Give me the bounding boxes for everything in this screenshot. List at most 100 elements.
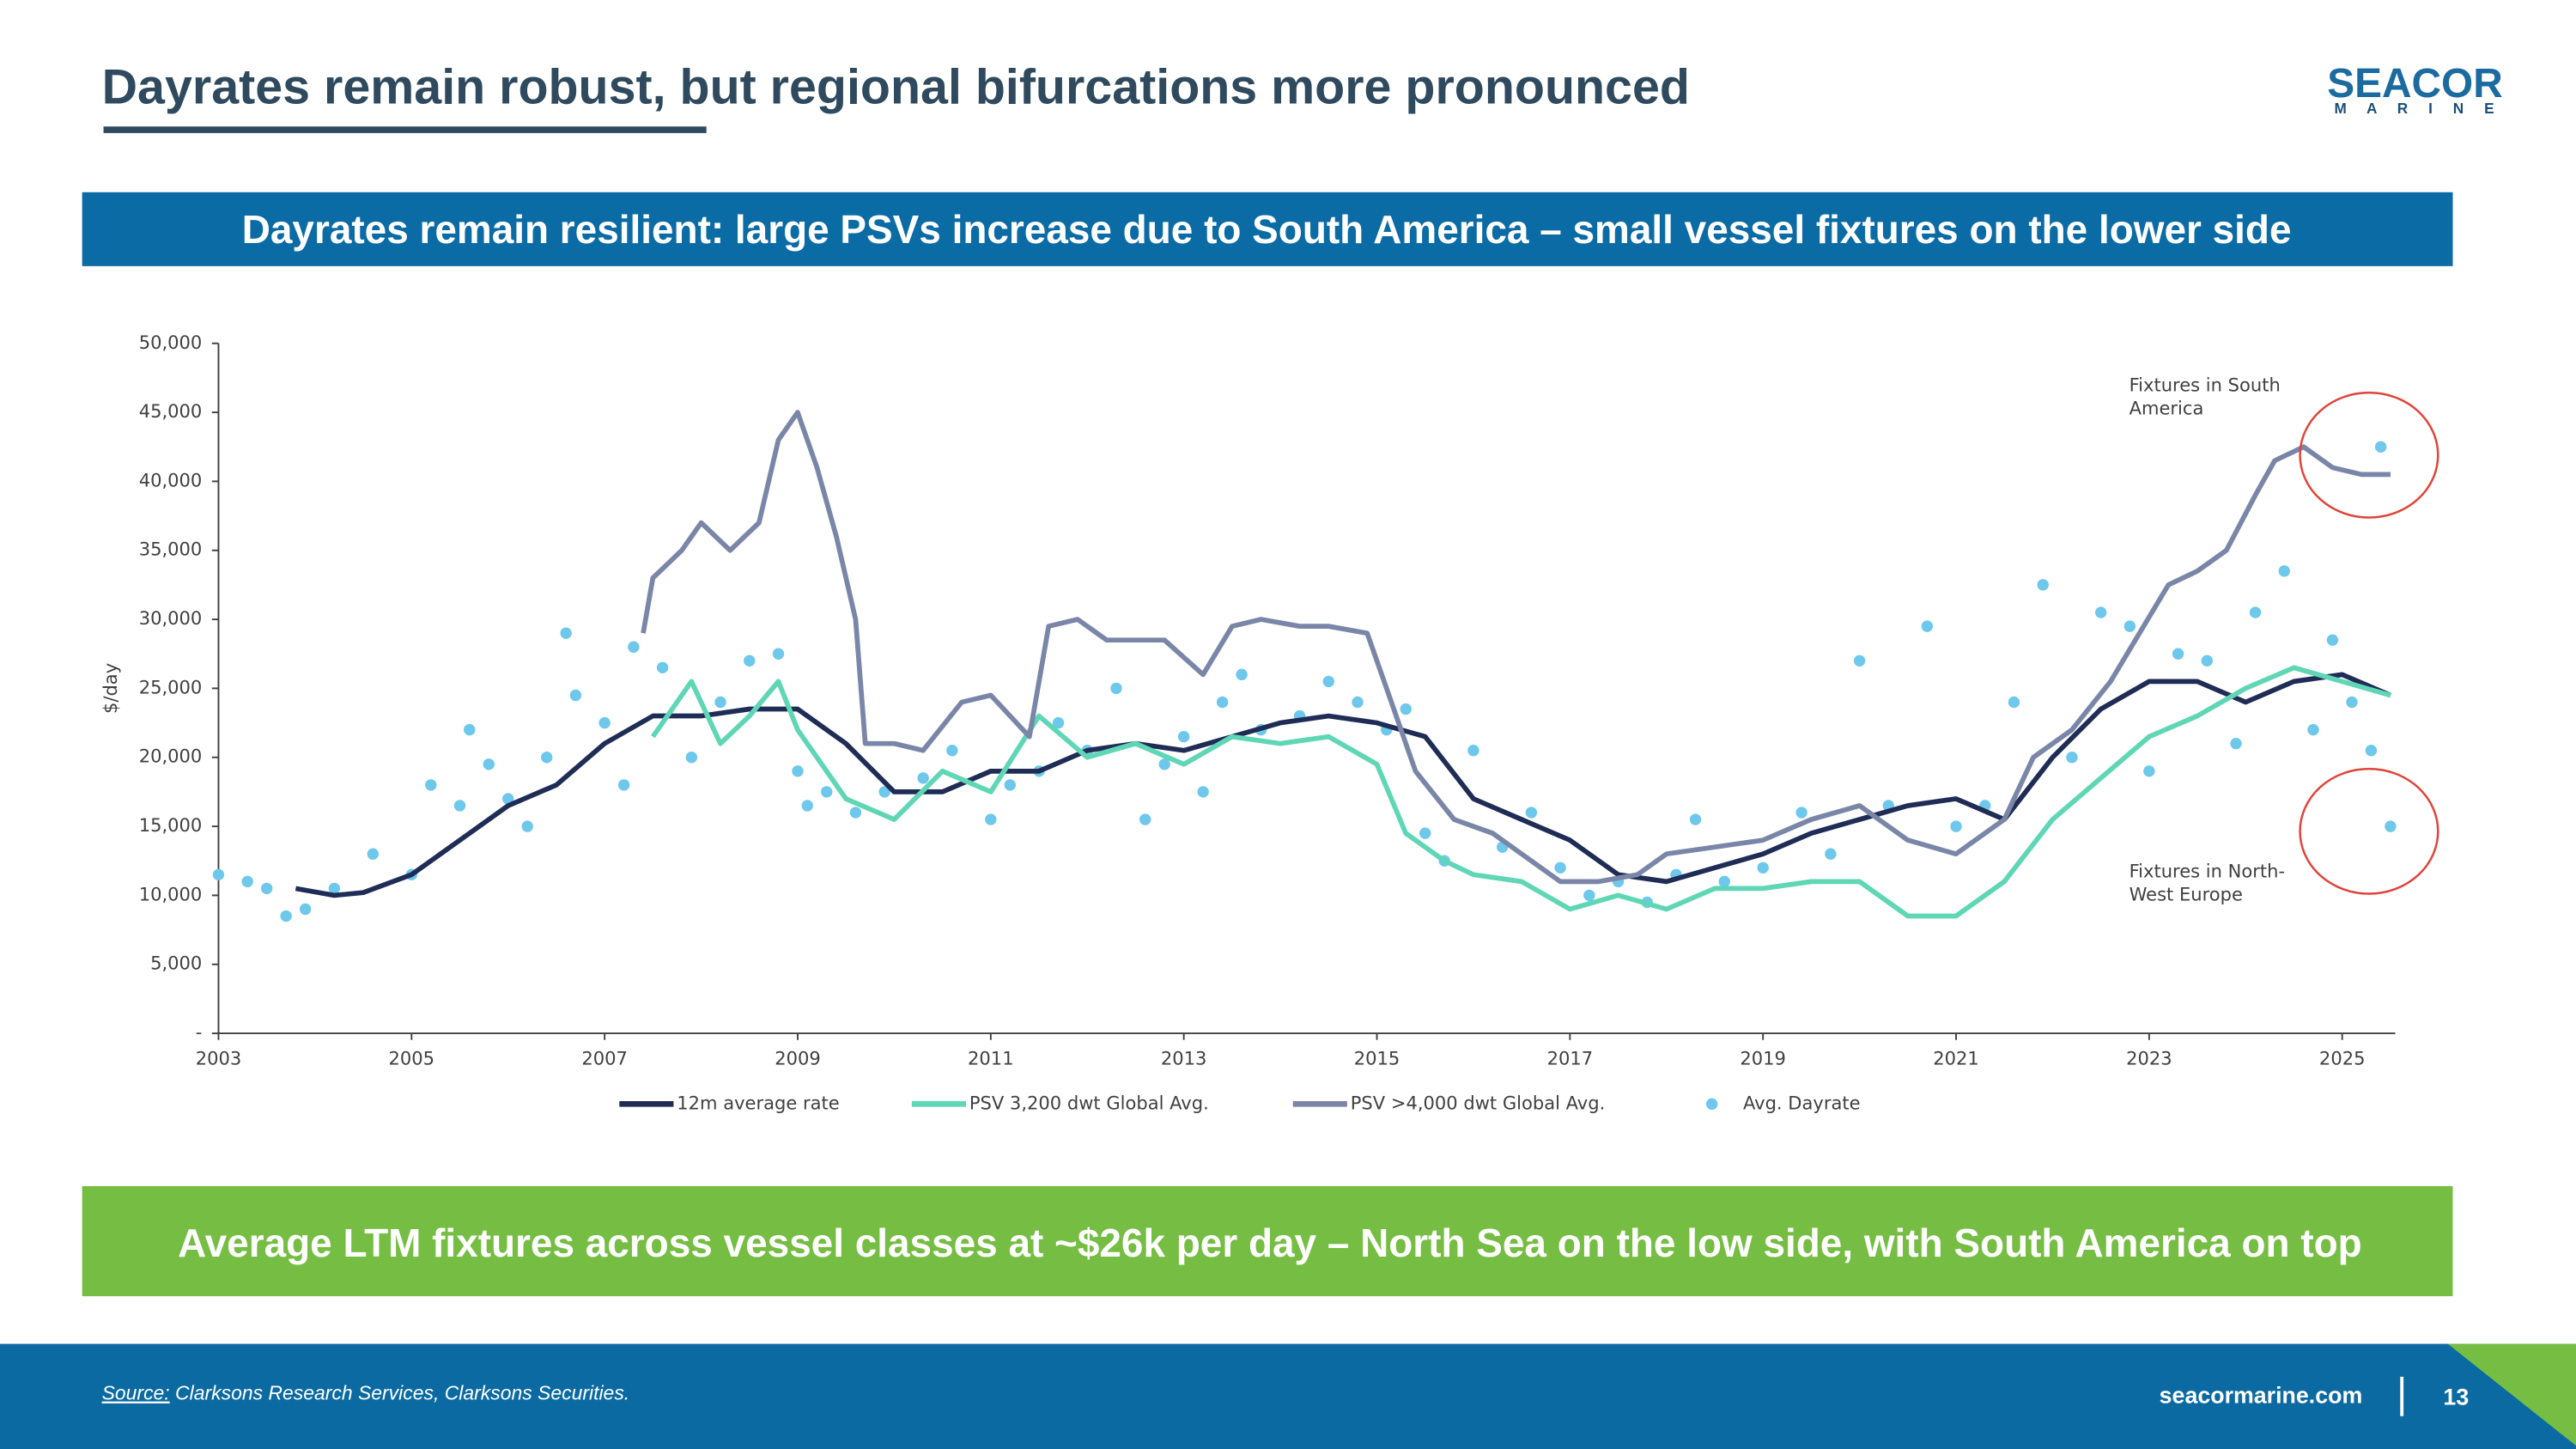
scatter-point: [1718, 875, 1730, 888]
scatter-point: [685, 752, 698, 764]
scatter-point: [985, 813, 997, 825]
scatter-point: [1950, 820, 1962, 832]
highlight-circle: [2299, 767, 2439, 895]
scatter-point: [2143, 765, 2155, 777]
annotation: Fixtures in South: [2129, 374, 2281, 395]
bottom-banner: [82, 1185, 2453, 1297]
y-tick-label: 25,000: [139, 676, 203, 697]
legend-label: 12m average rate: [677, 1092, 839, 1113]
scatter-point: [212, 868, 225, 881]
logo: SEACOR: [2327, 61, 2503, 107]
scatter-point: [560, 627, 572, 639]
scatter-point: [792, 765, 804, 777]
legend-label: PSV 3,200 dwt Global Avg.: [969, 1092, 1209, 1113]
top-banner-text: Dayrates remain resilient: large PSVs in…: [242, 207, 2292, 252]
scatter-point: [849, 807, 862, 819]
y-tick-label: 45,000: [139, 400, 203, 422]
scatter-point: [2346, 696, 2358, 709]
title-underline: [103, 126, 707, 133]
scatter-point: [280, 910, 292, 922]
logo-sub: M A R I N E: [2334, 100, 2502, 117]
scatter-point: [2385, 820, 2397, 832]
scatter-point: [425, 779, 437, 791]
top-banner: [82, 192, 2453, 266]
scatter-point: [2094, 606, 2107, 618]
annotation: West Europe: [2129, 883, 2243, 904]
scatter-point: [1853, 654, 1866, 667]
x-tick-label: 2005: [389, 1048, 435, 1069]
scatter-point: [1052, 716, 1065, 729]
scatter-point: [2201, 654, 2214, 667]
scatter-point: [2066, 752, 2078, 764]
scatter-point: [1757, 861, 1769, 874]
annotation: America: [2129, 397, 2204, 418]
scatter-point: [1525, 807, 1538, 819]
scatter-point: [1322, 675, 1334, 688]
scatter-point: [1110, 682, 1122, 695]
scatter-point: [1004, 779, 1017, 791]
scatter-point: [2374, 441, 2387, 453]
y-axis-label: $/day: [100, 663, 121, 714]
scatter-point: [917, 772, 929, 784]
scatter-point: [801, 800, 813, 812]
scatter-point: [821, 786, 833, 798]
scatter-point: [453, 800, 466, 812]
x-tick-label: 2009: [775, 1048, 821, 1069]
scatter-point: [1216, 696, 1229, 709]
scatter-point: [2172, 648, 2184, 660]
x-tick-label: 2015: [1354, 1048, 1400, 1069]
scatter-point: [502, 793, 514, 805]
scatter-point: [328, 882, 341, 895]
scatter-point: [628, 641, 640, 653]
scatter-point: [1197, 786, 1209, 798]
scatter-point: [540, 752, 553, 764]
y-tick-label: 30,000: [139, 607, 203, 629]
scatter-point: [241, 875, 253, 888]
line-series: [650, 665, 2391, 919]
x-tick-label: 2011: [968, 1048, 1014, 1069]
scatter-point: [617, 779, 630, 791]
scatter-point: [1236, 668, 1248, 681]
scatter-point: [1419, 827, 1431, 839]
page-number: 13: [2443, 1384, 2469, 1409]
scatter-point: [946, 745, 958, 757]
x-tick-label: 2013: [1161, 1048, 1207, 1069]
source-text: Clarksons Research Services, Clarksons S…: [175, 1382, 629, 1404]
slide-title: Dayrates remain robust, but regional bif…: [102, 60, 1690, 115]
legend-label: PSV >4,000 dwt Global Avg.: [1351, 1092, 1606, 1113]
x-tick-label: 2007: [581, 1048, 628, 1069]
scatter-point: [1158, 758, 1170, 770]
x-tick-label: 2021: [1933, 1048, 1979, 1069]
footer-divider: [2400, 1376, 2404, 1416]
scatter-point: [2307, 723, 2319, 736]
scatter-point: [2249, 606, 2262, 618]
y-tick-label: 5,000: [150, 953, 202, 974]
scatter-point: [1467, 745, 1479, 757]
x-tick-label: 2023: [2126, 1048, 2172, 1069]
scatter-point: [714, 696, 726, 709]
y-tick-label: -: [196, 1021, 203, 1043]
scatter-point: [260, 882, 273, 895]
scatter-point: [1139, 813, 1151, 825]
scatter-point: [1177, 730, 1190, 743]
website: seacormarine.com: [2160, 1382, 2363, 1408]
scatter-point: [299, 903, 312, 916]
footer: [0, 1343, 2576, 1449]
y-tick-label: 10,000: [139, 883, 203, 904]
scatter-point: [744, 654, 756, 667]
x-tick-label: 2025: [2319, 1048, 2366, 1069]
scatter-point: [656, 661, 669, 674]
y-tick-label: 15,000: [139, 814, 203, 836]
chart: - 5,000 10,000 15,000 20,000 25,000 30,000 35,0…: [100, 332, 2439, 1113]
scatter-point: [772, 648, 785, 660]
scatter-point: [1795, 807, 1807, 819]
legend-label: Avg. Dayrate: [1743, 1092, 1861, 1113]
scatter-point: [2008, 696, 2020, 709]
scatter-point: [2278, 565, 2290, 577]
scatter-point: [569, 689, 582, 702]
legend-marker: [1705, 1098, 1718, 1111]
scatter-point: [1921, 620, 1933, 632]
scatter-point: [464, 723, 476, 736]
